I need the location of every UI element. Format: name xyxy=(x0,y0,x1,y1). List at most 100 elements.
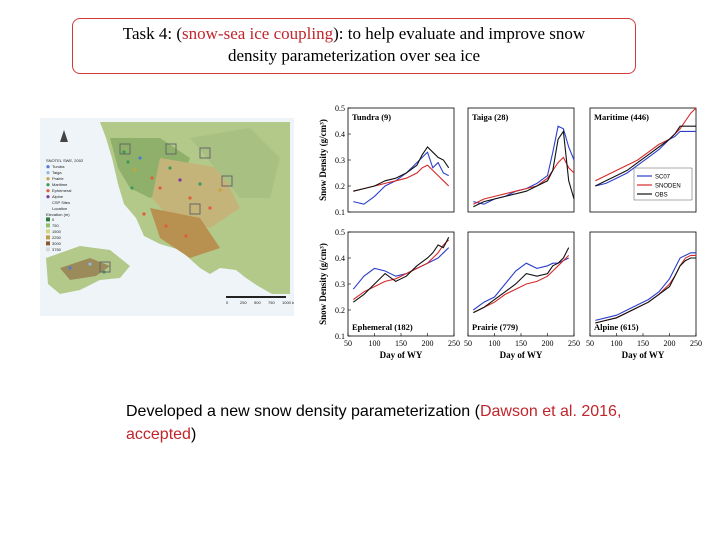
snotel-map: SNOTEL SWE, 2002 TundraTaigaPrairieMarit… xyxy=(40,118,294,316)
legend-label-ephemeral: Ephemeral xyxy=(52,188,71,193)
series-sc07-line xyxy=(595,130,696,187)
caption: Developed a new snow density parameteriz… xyxy=(126,400,626,446)
y-tick-label: 0.2 xyxy=(335,306,345,315)
series-obs-line xyxy=(595,125,696,187)
y-tick-label: 0.1 xyxy=(335,208,345,217)
elevation-label: 3750 xyxy=(52,247,62,252)
snow-density-panels: 0.1 0.2 0.3 0.4 0.5 Tundra (9) Taiga (28) Marit… xyxy=(318,104,702,360)
x-tick-label: 200 xyxy=(422,339,434,348)
x-tick-label: 200 xyxy=(542,339,554,348)
panel-alpine: 50 100 150 200 250 Alpine (615) xyxy=(586,231,702,348)
scale-label: 250 xyxy=(240,300,247,305)
scale-label: 1000 km xyxy=(282,300,294,305)
legend-dot-prairie xyxy=(46,177,50,181)
elevation-swatch xyxy=(46,247,50,252)
y-tick-label: 0.4 xyxy=(335,130,345,139)
map-legend-title: SNOTEL SWE, 2002 xyxy=(46,158,84,163)
y-tick-label: 0.4 xyxy=(335,254,345,263)
legend-extra-label: CSP Sites xyxy=(52,200,70,205)
legend-dot-alpine xyxy=(46,195,50,199)
panel-title: Taiga (28) xyxy=(472,112,508,122)
elevation-swatch xyxy=(46,235,50,240)
y-axis-label: Snow Density (g/cm³) xyxy=(318,119,328,201)
panel-title: Prairie (779) xyxy=(472,322,518,332)
panel-prairie: 50 100 150 200 250 Prairie (779) xyxy=(464,231,580,348)
series-snoden-line xyxy=(473,255,570,314)
series-obs-line xyxy=(473,129,575,208)
panel-tundra: 0.1 0.2 0.3 0.4 0.5 Tundra (9) xyxy=(335,104,455,217)
elevation-swatch xyxy=(46,241,50,246)
elevation-label: 750 xyxy=(52,223,59,228)
x-tick-label: 150 xyxy=(637,339,649,348)
x-tick-label: 50 xyxy=(464,339,472,348)
x-axis-label: Day of WY xyxy=(500,350,543,360)
title-highlight: snow-sea ice coupling xyxy=(182,24,334,43)
legend-label-prairie: Prairie xyxy=(52,176,64,181)
panel-taiga: Taiga (28) xyxy=(467,107,575,213)
legend-extra-label: Location xyxy=(52,206,67,211)
caption-text-a: Developed a new snow density parameteriz… xyxy=(126,403,480,420)
elevation-label: 2250 xyxy=(52,235,62,240)
elevation-swatch xyxy=(46,217,50,222)
scale-label: 500 xyxy=(254,300,261,305)
title-line-2: density parameterization over sea ice xyxy=(227,46,481,65)
x-tick-label: 50 xyxy=(586,339,594,348)
series-snoden-line xyxy=(595,107,697,182)
title-text-b: ): to help evaluate and improve snow xyxy=(333,24,586,43)
legend-dot-taiga xyxy=(46,171,50,175)
caption-text-b: ) xyxy=(190,426,197,443)
panel-frame xyxy=(589,231,697,337)
panel-frame xyxy=(347,231,455,337)
map-legend: TundraTaigaPrairieMaritimeEphemeralAlpin… xyxy=(46,164,71,252)
elevation-swatch xyxy=(46,229,50,234)
legend-label-alpine: Alpine xyxy=(52,194,64,199)
x-tick-label: 50 xyxy=(344,339,352,348)
x-axis-label: Day of WY xyxy=(380,350,423,360)
elevation-legend-title: Elevation (m) xyxy=(46,212,70,217)
panel-frame xyxy=(467,107,575,213)
legend-dot-ephemeral xyxy=(46,189,50,193)
legend-label-maritime: Maritime xyxy=(52,182,68,187)
series-sc07-line xyxy=(595,252,696,321)
y-tick-label: 0.3 xyxy=(335,156,345,165)
x-tick-label: 150 xyxy=(515,339,527,348)
scale-label: 750 xyxy=(268,300,275,305)
series-sc07-line xyxy=(353,151,449,205)
panel-frame xyxy=(467,231,575,337)
panel-title: Tundra (9) xyxy=(352,112,391,122)
series-obs-line xyxy=(473,247,570,314)
x-tick-label: 250 xyxy=(568,339,580,348)
panel-title: Alpine (615) xyxy=(594,322,639,332)
series-obs-line xyxy=(352,236,450,303)
panel-frame xyxy=(347,107,455,213)
x-tick-label: 100 xyxy=(369,339,381,348)
legend-label-tundra: Tundra xyxy=(52,164,65,169)
x-tick-label: 100 xyxy=(611,339,623,348)
north-arrow-icon xyxy=(60,130,68,142)
caption-citation: Dawson et al. 2016, accepted xyxy=(126,403,622,443)
slide-title: Task 4: (snow-sea ice coupling): to help… xyxy=(72,18,636,74)
y-tick-label: 0.5 xyxy=(335,104,345,113)
elevation-label: 3000 xyxy=(52,241,62,246)
series-obs-line xyxy=(353,146,450,192)
y-tick-label: 0.5 xyxy=(335,228,345,237)
x-tick-label: 200 xyxy=(664,339,676,348)
title-line-1: Task 4: (snow-sea ice coupling): to help… xyxy=(73,23,635,45)
y-tick-label: 0.2 xyxy=(335,182,345,191)
panel-title: Ephemeral (182) xyxy=(352,322,413,332)
chart-legend: SC07 SNODEN OBS xyxy=(633,167,693,201)
x-tick-label: 250 xyxy=(448,339,460,348)
elevation-swatch xyxy=(46,223,50,228)
legend-entry: SNODEN xyxy=(655,184,681,190)
elevation-label: 0 xyxy=(52,217,55,222)
legend-entry: OBS xyxy=(655,193,668,199)
panel-ephemeral: 0.1 0.2 0.3 0.4 0.5 50 100 150 200 250 Ephemeral (… xyxy=(335,228,460,348)
x-tick-label: 150 xyxy=(395,339,407,348)
y-axis-label: Snow Density (g/cm³) xyxy=(318,243,328,325)
title-text-a: Task 4: ( xyxy=(122,24,183,43)
legend-entry: SC07 xyxy=(655,175,671,181)
elevation-label: 1500 xyxy=(52,229,62,234)
x-tick-label: 100 xyxy=(489,339,501,348)
y-tick-label: 0.3 xyxy=(335,280,345,289)
legend-dot-tundra xyxy=(46,165,50,169)
